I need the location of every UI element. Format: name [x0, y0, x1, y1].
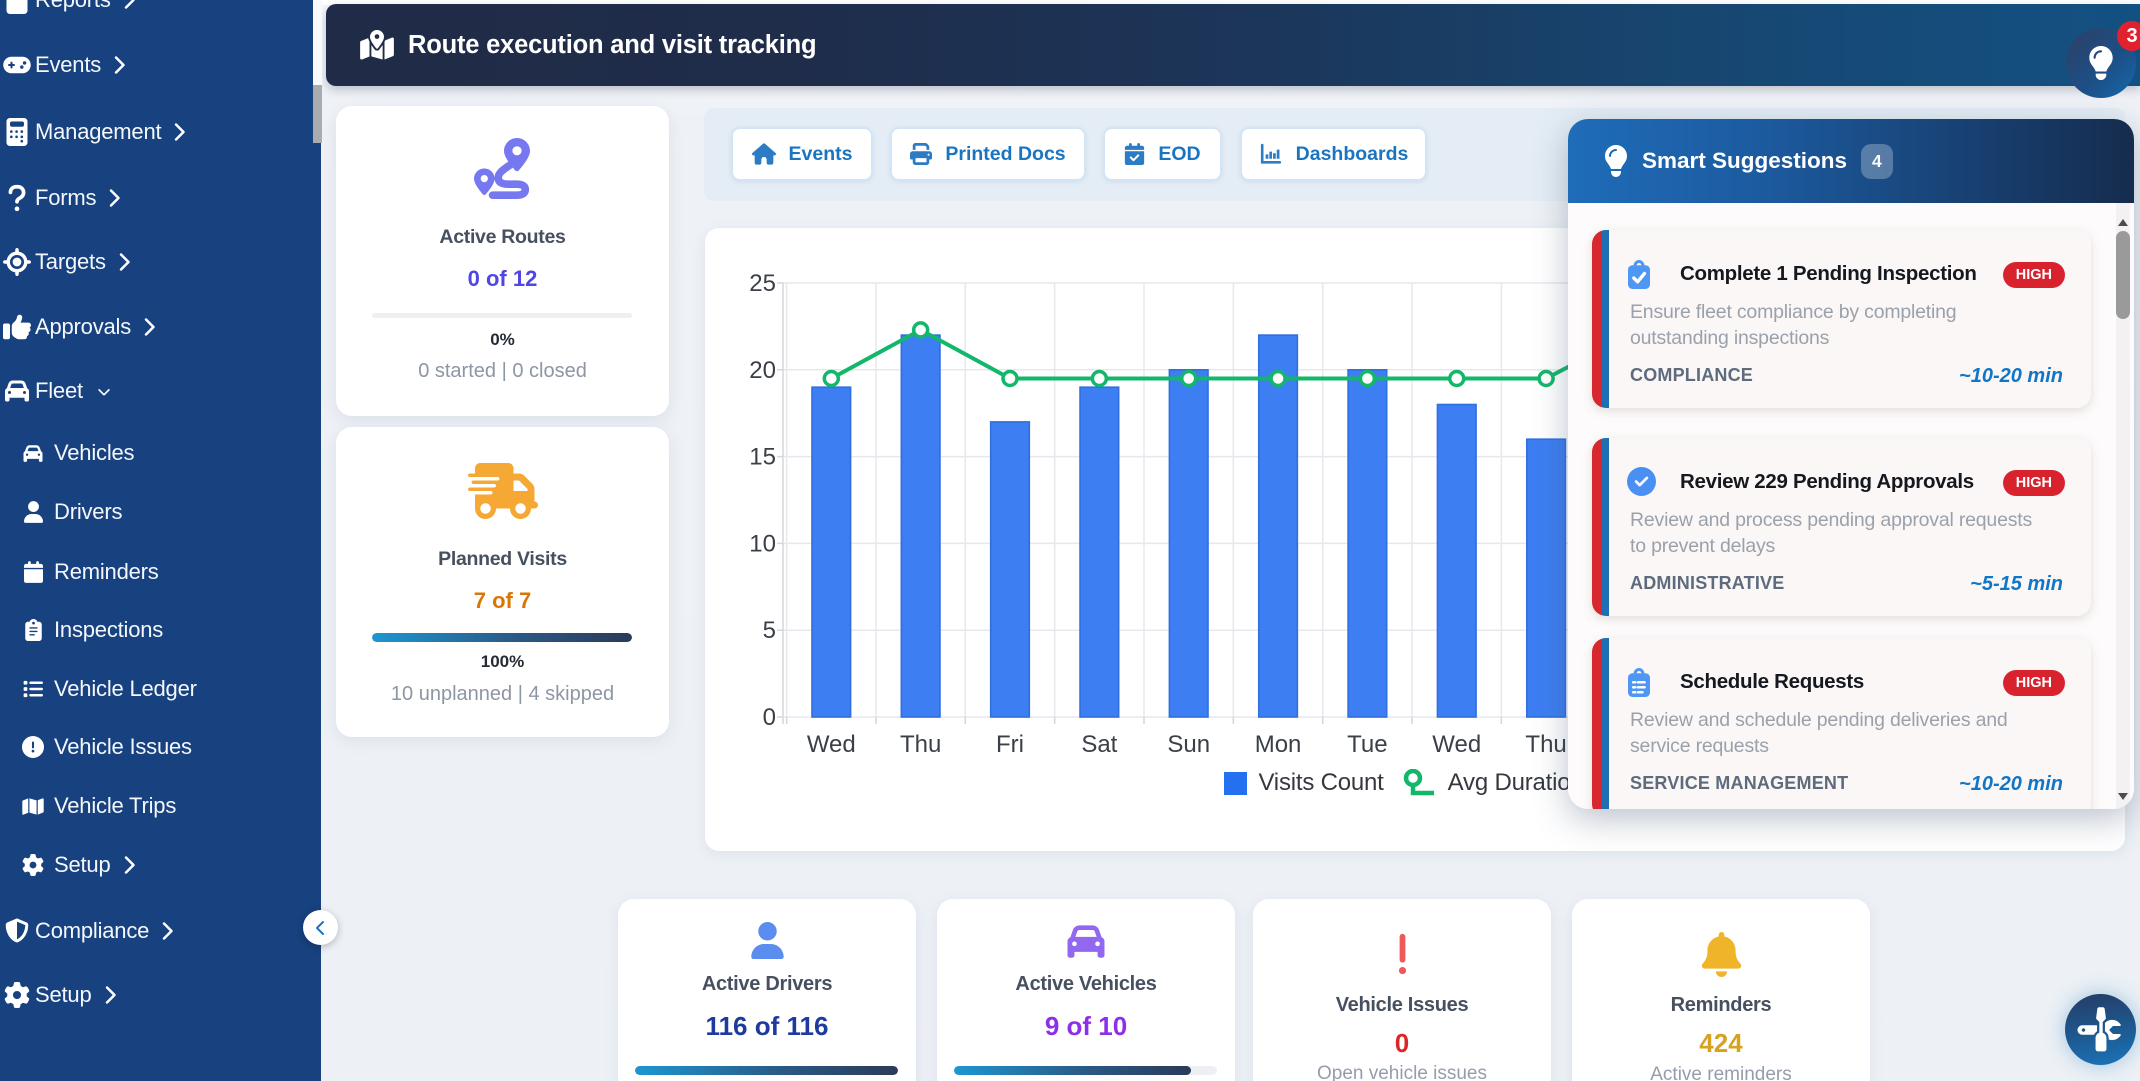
svg-text:Sat: Sat	[1081, 731, 1117, 758]
svg-text:20: 20	[749, 357, 776, 384]
svg-text:Fri: Fri	[996, 731, 1024, 758]
svg-text:5: 5	[763, 617, 776, 644]
svg-text:15: 15	[749, 444, 776, 471]
svg-text:25: 25	[749, 270, 776, 297]
svg-text:0: 0	[763, 704, 776, 731]
svg-text:Wed: Wed	[1432, 731, 1481, 758]
svg-text:Mon: Mon	[1255, 731, 1302, 758]
svg-text:Thu: Thu	[1525, 731, 1566, 758]
svg-text:Sun: Sun	[1167, 731, 1210, 758]
svg-text:10: 10	[749, 530, 776, 557]
svg-text:Tue: Tue	[1347, 731, 1387, 758]
svg-text:Wed: Wed	[807, 731, 856, 758]
svg-text:Thu: Thu	[900, 731, 941, 758]
